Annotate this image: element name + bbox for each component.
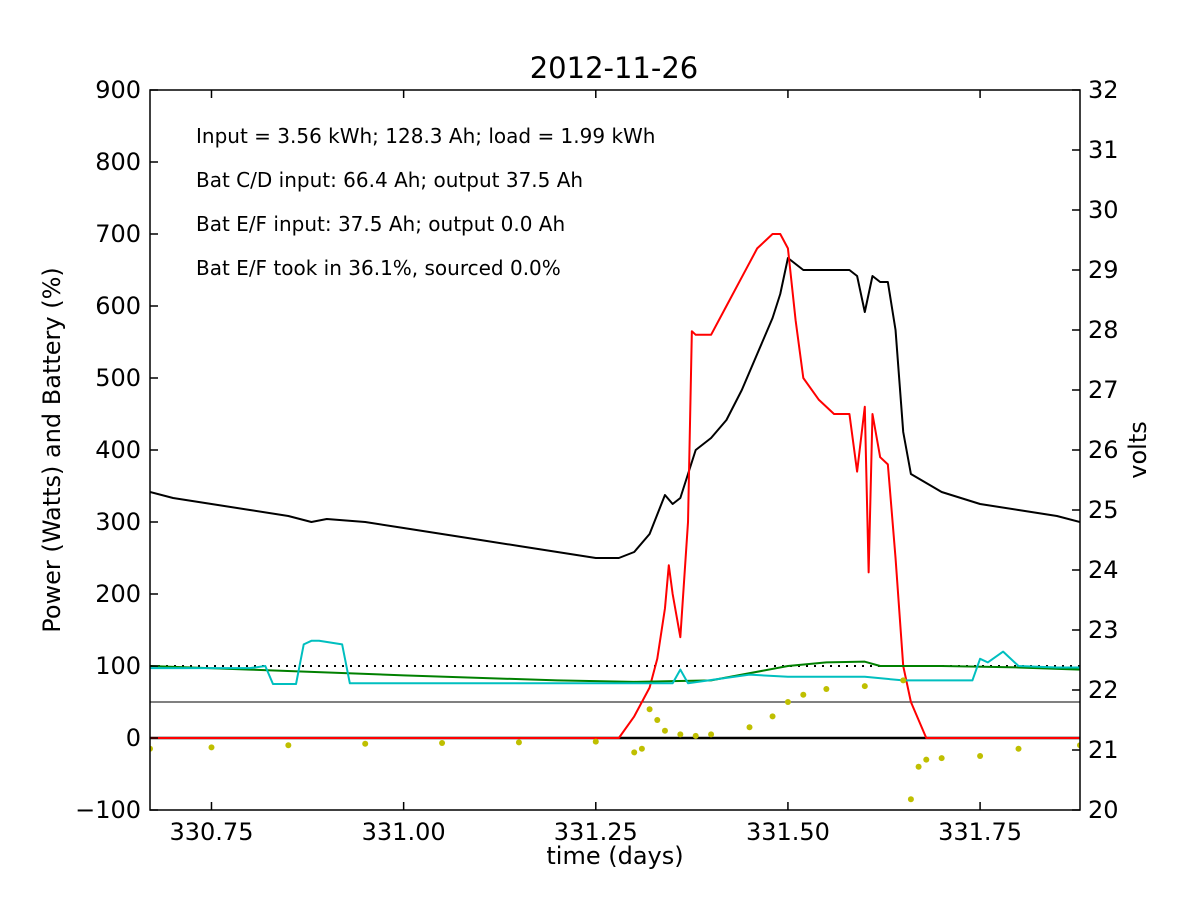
y-left-tick-label: 900 <box>95 76 141 104</box>
series-4-point <box>208 744 215 751</box>
annotations: Input = 3.56 kWh; 128.3 Ah; load = 1.99 … <box>196 124 655 280</box>
series-4-point <box>362 740 369 747</box>
series-4-point <box>692 732 699 739</box>
y-right-tick-label: 27 <box>1088 376 1119 404</box>
y-right-tick-label: 31 <box>1088 136 1119 164</box>
series-4-point <box>938 755 945 762</box>
y-right-tick-label: 24 <box>1088 556 1119 584</box>
x-tick-label: 331.75 <box>938 818 1022 846</box>
y-axis-right: 20 21 22 23 24 25 26 27 28 29 30 31 32 <box>1072 76 1119 824</box>
y-right-tick-label: 26 <box>1088 436 1119 464</box>
series-4-point <box>654 717 661 723</box>
series-4 <box>150 677 1080 803</box>
annotation-bat-ef: Bat E/F input: 37.5 Ah; output 0.0 Ah <box>196 212 565 236</box>
y-left-tick-label: 800 <box>95 148 141 176</box>
series-4-point <box>784 699 791 705</box>
y-right-tick-label: 30 <box>1088 196 1119 224</box>
y-axis-right-title: volts <box>1124 421 1152 478</box>
series-2-line <box>150 660 1080 683</box>
series-4-point <box>638 745 645 752</box>
x-tick-label: 331.50 <box>746 818 830 846</box>
y-left-tick-label: 500 <box>95 364 141 392</box>
y-left-tick-label: 200 <box>95 580 141 608</box>
x-axis: 330.75 331.00 331.25 331.50 331.75 <box>169 90 1022 846</box>
series-4-point <box>823 686 830 693</box>
series-4-point <box>769 713 776 720</box>
y-left-tick-label: 100 <box>95 652 141 680</box>
annotation-bat-cd: Bat C/D input: 66.4 Ah; output 37.5 Ah <box>196 168 583 192</box>
series-4-point <box>646 706 653 713</box>
annotation-bat-ef-pct: Bat E/F took in 36.1%, sourced 0.0% <box>196 256 561 280</box>
series-4-point <box>915 763 922 770</box>
series-4-point <box>439 740 446 747</box>
x-tick-label: 330.75 <box>169 818 253 846</box>
series-4-point <box>900 677 907 684</box>
annotation-energy: Input = 3.56 kWh; 128.3 Ah; load = 1.99 … <box>196 124 655 148</box>
y-right-tick-label: 29 <box>1088 256 1119 284</box>
series-4-point <box>677 731 684 738</box>
x-tick-label: 331.25 <box>554 818 638 846</box>
series-4-point <box>861 683 868 690</box>
y-right-tick-label: 28 <box>1088 316 1119 344</box>
y-right-tick-label: 22 <box>1088 676 1119 704</box>
y-left-tick-label: 300 <box>95 508 141 536</box>
y-right-tick-label: 21 <box>1088 736 1119 764</box>
y-axis-left-title: Power (Watts) and Battery (%) <box>38 267 66 633</box>
series-4-point <box>285 742 292 749</box>
series-0-line <box>150 257 1080 559</box>
series-4-point <box>592 738 599 745</box>
series-4-point <box>800 691 807 698</box>
series-4-point <box>1015 745 1022 752</box>
y-left-tick-label: 0 <box>126 724 141 752</box>
y-left-tick-label: 400 <box>95 436 141 464</box>
series-4-point <box>708 731 715 738</box>
series-4-point <box>907 796 914 803</box>
y-right-tick-label: 23 <box>1088 616 1119 644</box>
y-right-tick-label: 20 <box>1088 796 1119 824</box>
y-right-tick-label: 25 <box>1088 496 1119 524</box>
y-axis-left: −100 0 100 200 300 400 500 600 700 800 900 <box>75 76 158 824</box>
series-4-point <box>515 739 522 746</box>
series-4-point <box>923 756 930 763</box>
y-left-tick-label: 600 <box>95 292 141 320</box>
x-tick-label: 331.00 <box>362 818 446 846</box>
chart-title: 2012-11-26 <box>530 51 699 85</box>
y-right-tick-label: 32 <box>1088 76 1119 104</box>
y-left-tick-label: −100 <box>75 796 141 824</box>
series-4-point <box>977 753 984 759</box>
series-4-point <box>631 749 638 756</box>
series-1-line <box>150 233 1080 739</box>
series-4-point <box>661 727 668 734</box>
series-4-point <box>746 724 753 731</box>
series-layer <box>150 233 1080 803</box>
y-left-tick-label: 700 <box>95 220 141 248</box>
x-axis-title: time (days) <box>546 842 683 870</box>
series-3-line <box>150 639 1080 685</box>
